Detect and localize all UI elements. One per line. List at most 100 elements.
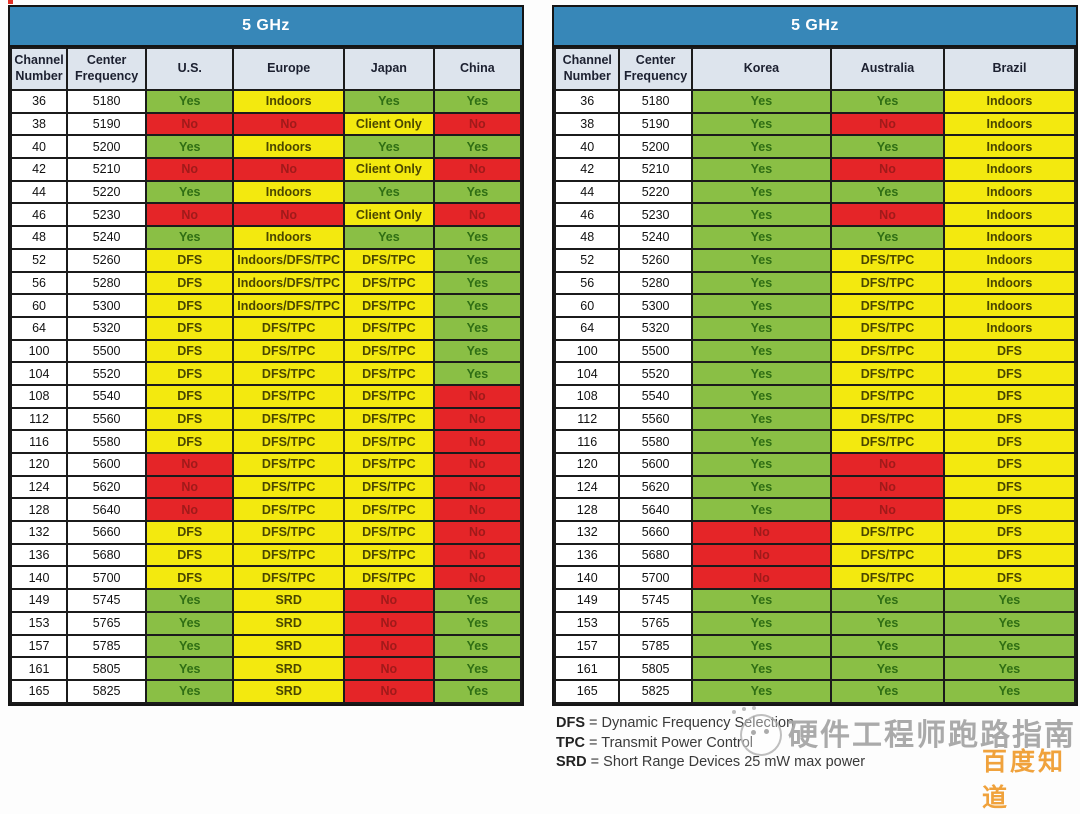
channel-number-cell: 124: [553, 474, 621, 500]
table-row: 157 5785 Yes SRD No Yes: [9, 633, 523, 659]
table-title: 5 GHz: [554, 7, 1076, 47]
regulation-status-cell: DFS/TPC: [232, 383, 345, 409]
regulation-status-cell: No: [830, 474, 945, 500]
regulation-status-cell: No: [432, 111, 523, 137]
regulation-status-cell: Yes: [942, 610, 1077, 636]
legend-line-tpc: TPC = Transmit Power Control: [556, 734, 754, 751]
regulation-status-cell: Yes: [145, 89, 235, 114]
regulation-status-cell: DFS/TPC: [343, 270, 435, 296]
table-row: 40 5200 Yes Yes Indoors: [553, 134, 1077, 160]
table-row: 44 5220 Yes Indoors Yes Yes: [9, 179, 523, 205]
regulation-status-cell: DFS/TPC: [232, 520, 345, 545]
regulation-status-cell: Yes: [690, 202, 833, 228]
regulation-status-cell: Yes: [690, 656, 833, 681]
regulation-status-cell: Yes: [942, 588, 1077, 613]
channel-number-cell: 64: [9, 315, 69, 341]
center-frequency-cell: 5660: [66, 520, 148, 545]
center-frequency-cell: 5745: [66, 588, 148, 613]
channel-number-cell: 140: [9, 565, 69, 591]
center-frequency-cell: 5500: [66, 338, 148, 364]
regulation-status-cell: DFS: [942, 474, 1077, 500]
center-frequency-cell: 5600: [618, 452, 693, 477]
channel-number-cell: 116: [553, 429, 621, 454]
baidu-zhidao-watermark: 百度知道: [982, 748, 1067, 812]
regulation-status-cell: DFS/TPC: [232, 361, 345, 386]
table-row: 140 5700 DFS DFS/TPC DFS/TPC No: [9, 565, 523, 591]
regulation-status-cell: No: [232, 111, 345, 137]
regulation-status-cell: DFS: [145, 338, 235, 364]
channel-number-cell: 124: [9, 474, 69, 500]
center-frequency-cell: 5540: [66, 383, 148, 409]
table-title: 5 GHz: [10, 7, 522, 47]
regulation-status-cell: Yes: [432, 656, 523, 681]
regulation-status-cell: Yes: [432, 588, 523, 613]
channel-number-cell: 38: [553, 111, 621, 137]
regulation-status-cell: DFS/TPC: [343, 452, 435, 477]
regulation-status-cell: No: [432, 383, 523, 409]
center-frequency-cell: 5785: [66, 633, 148, 659]
regulation-status-cell: DFS/TPC: [343, 565, 435, 591]
channel-number-cell: 60: [553, 293, 621, 318]
column-header-row: Channel Number Center Frequency Korea Austr…: [553, 47, 1077, 91]
table-row: 108 5540 Yes DFS/TPC DFS: [553, 383, 1077, 409]
regulation-status-cell: No: [343, 633, 435, 659]
center-frequency-cell: 5280: [66, 270, 148, 296]
table-row: 64 5320 Yes DFS/TPC Indoors: [553, 315, 1077, 341]
regulation-status-cell: No: [830, 497, 945, 523]
channel-number-cell: 149: [9, 588, 69, 613]
channel-number-cell: 56: [553, 270, 621, 296]
table-row: 56 5280 Yes DFS/TPC Indoors: [553, 270, 1077, 296]
regulation-status-cell: Yes: [690, 474, 833, 500]
channel-number-cell: 40: [9, 134, 69, 160]
channel-number-cell: 132: [553, 520, 621, 545]
center-frequency-cell: 5240: [618, 225, 693, 250]
regulation-status-cell: No: [432, 497, 523, 523]
regulation-status-cell: Yes: [690, 429, 833, 454]
regulation-status-cell: Indoors: [942, 315, 1077, 341]
table-row: 104 5520 Yes DFS/TPC DFS: [553, 361, 1077, 386]
channel-number-cell: 153: [553, 610, 621, 636]
channel-number-cell: 149: [553, 588, 621, 613]
channel-number-cell: 36: [553, 89, 621, 114]
regulation-status-cell: Indoors: [942, 270, 1077, 296]
regulation-status-cell: Yes: [145, 134, 235, 160]
regulation-status-cell: DFS/TPC: [343, 474, 435, 500]
legend-definition: Transmit Power Control: [601, 734, 754, 751]
regulation-status-cell: Yes: [830, 134, 945, 160]
center-frequency-cell: 5620: [66, 474, 148, 500]
regulation-status-cell: DFS/TPC: [830, 247, 945, 273]
regulation-status-cell: Client Only: [343, 202, 435, 228]
column-header: Channel Number: [9, 47, 69, 91]
center-frequency-cell: 5680: [66, 542, 148, 568]
table-row: 124 5620 Yes No DFS: [553, 474, 1077, 500]
channel-number-cell: 60: [9, 293, 69, 318]
table-row: 46 5230 Yes No Indoors: [553, 202, 1077, 228]
regulation-status-cell: Yes: [690, 588, 833, 613]
regulation-status-cell: Yes: [145, 656, 235, 681]
center-frequency-cell: 5805: [66, 656, 148, 681]
regulation-status-cell: DFS/TPC: [232, 565, 345, 591]
regulation-status-cell: Yes: [145, 610, 235, 636]
table-row: 46 5230 No No Client Only No: [9, 202, 523, 228]
regulation-status-cell: Yes: [690, 315, 833, 341]
center-frequency-cell: 5640: [66, 497, 148, 523]
regulation-status-cell: DFS/TPC: [343, 293, 435, 318]
regulation-status-cell: Yes: [432, 315, 523, 341]
regulation-status-cell: DFS/TPC: [343, 406, 435, 432]
table-row: 64 5320 DFS DFS/TPC DFS/TPC Yes: [9, 315, 523, 341]
center-frequency-cell: 5190: [618, 111, 693, 137]
table-row: 136 5680 No DFS/TPC DFS: [553, 542, 1077, 568]
center-frequency-cell: 5520: [66, 361, 148, 386]
regulation-status-cell: Indoors: [942, 157, 1077, 182]
channel-number-cell: 42: [553, 157, 621, 182]
regulation-status-cell: DFS: [942, 520, 1077, 545]
table-row: 128 5640 Yes No DFS: [553, 497, 1077, 523]
table-row: 42 5210 Yes No Indoors: [553, 157, 1077, 182]
regulation-status-cell: No: [830, 111, 945, 137]
channel-number-cell: 112: [9, 406, 69, 432]
channel-number-cell: 153: [9, 610, 69, 636]
regulation-status-cell: Yes: [343, 225, 435, 250]
regulation-status-cell: No: [830, 157, 945, 182]
center-frequency-cell: 5190: [66, 111, 148, 137]
regulation-status-cell: DFS/TPC: [232, 452, 345, 477]
